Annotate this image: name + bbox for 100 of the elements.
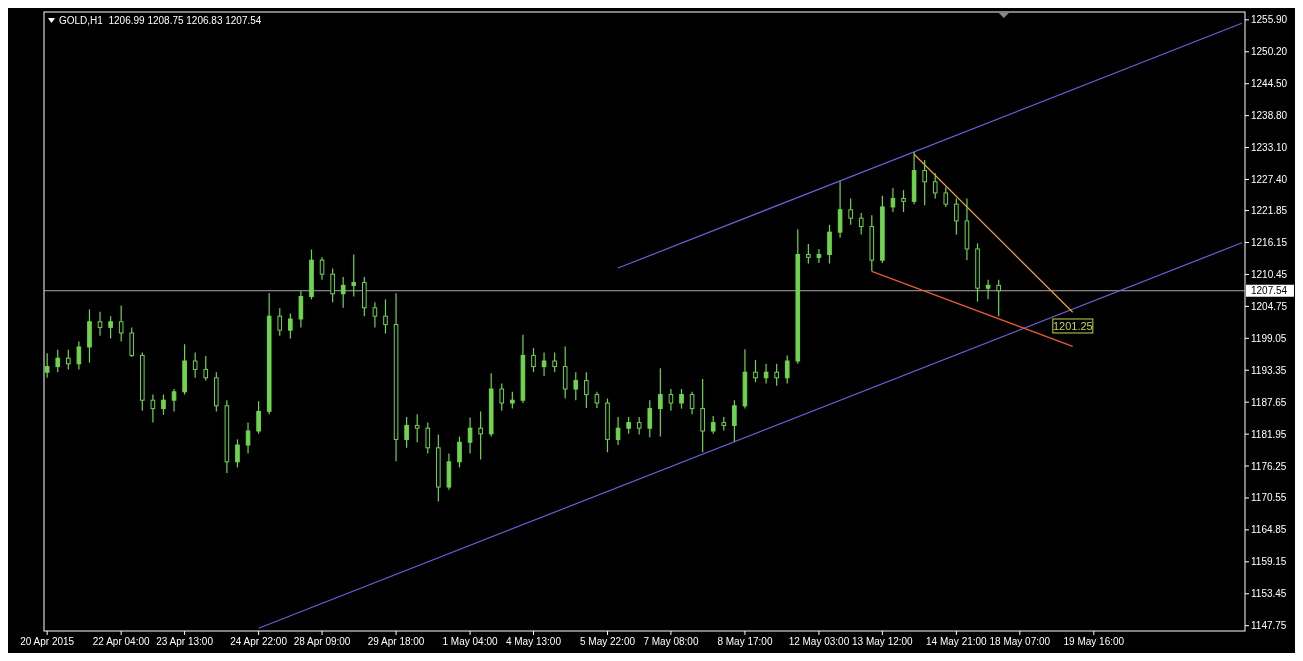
x-tick-label: 24 Apr 22:00 — [230, 636, 288, 647]
candlestick — [404, 416, 409, 449]
candlestick — [985, 279, 991, 300]
candlestick — [922, 159, 927, 206]
candlestick — [954, 197, 959, 235]
candlestick — [108, 315, 113, 340]
candlestick — [467, 416, 473, 455]
y-tick-label: 1159.15 — [1251, 556, 1287, 568]
y-tick-label: 1193.35 — [1251, 364, 1287, 376]
candlestick — [97, 311, 103, 337]
x-tick-label: 12 May 03:00 — [788, 636, 850, 647]
ref-line-label: 1207.54 — [1251, 285, 1288, 297]
candlestick — [55, 349, 61, 373]
candlestick — [330, 267, 335, 303]
x-tick-label: 7 May 08:00 — [643, 636, 699, 647]
y-tick-label: 1255.90 — [1251, 14, 1288, 26]
candlestick — [689, 391, 695, 415]
x-tick-label: 20 Apr 2015 — [20, 636, 75, 647]
candlestick — [531, 347, 536, 373]
candlestick — [150, 394, 156, 424]
candlestick — [478, 410, 483, 461]
y-tick-label: 1216.15 — [1251, 237, 1288, 249]
candlestick — [732, 399, 737, 443]
y-tick-label: 1170.55 — [1251, 492, 1287, 504]
y-tick-label: 1176.25 — [1251, 460, 1287, 472]
candlestick — [235, 438, 240, 469]
candlestick — [372, 301, 378, 328]
candlestick — [256, 400, 261, 435]
y-tick-label: 1181.95 — [1251, 428, 1287, 440]
candlestick — [171, 388, 177, 413]
candlestick — [129, 326, 135, 358]
y-tick-label: 1221.85 — [1251, 205, 1288, 217]
x-tick-label: 14 May 21:00 — [926, 636, 988, 647]
candlestick — [901, 189, 906, 213]
candlestick — [816, 248, 822, 264]
candlestick — [774, 363, 779, 387]
candlestick — [288, 312, 293, 340]
candlestick — [848, 197, 853, 226]
y-tick-label: 1238.80 — [1251, 110, 1288, 122]
candlestick — [161, 394, 166, 416]
candlestick — [425, 422, 431, 455]
candlestick — [615, 416, 621, 446]
candlestick — [890, 187, 896, 213]
candlestick — [499, 382, 505, 412]
x-tick-label: 28 Apr 09:00 — [293, 636, 351, 647]
x-tick-label: 18 May 07:00 — [989, 636, 1051, 647]
candlestick — [943, 186, 949, 208]
candlestick — [457, 436, 462, 469]
candlestick — [806, 243, 811, 265]
candlestick — [647, 399, 653, 438]
y-tick-label: 1153.45 — [1251, 588, 1287, 600]
x-tick-label: 29 Apr 18:00 — [367, 636, 425, 647]
x-tick-label: 4 May 13:00 — [505, 636, 562, 647]
y-tick-label: 1227.40 — [1251, 173, 1288, 185]
candlestick — [837, 180, 843, 239]
candlestick — [414, 413, 420, 443]
chart-title: GOLD,H1 1206.99 1208.75 1206.83 1207.54 — [59, 15, 262, 26]
candlestick — [277, 307, 283, 337]
y-tick-label: 1250.20 — [1251, 46, 1288, 58]
x-tick-label: 13 May 12:00 — [852, 636, 914, 647]
candlestick — [298, 290, 304, 328]
candlestick — [827, 224, 832, 265]
x-tick-label: 23 Apr 13:00 — [156, 636, 214, 647]
candlestick — [552, 351, 557, 373]
candlestick — [753, 359, 758, 383]
candlestick — [763, 363, 769, 384]
candlestick — [383, 298, 388, 335]
y-tick-label: 1210.45 — [1251, 268, 1288, 280]
candlestick — [118, 304, 124, 342]
candlestick — [351, 253, 357, 298]
x-tick-label: 19 May 16:00 — [1063, 636, 1125, 647]
y-tick-label: 1199.05 — [1251, 332, 1287, 344]
candlestick — [44, 352, 50, 379]
candlestick — [340, 276, 346, 309]
candlestick — [76, 340, 82, 370]
y-tick-label: 1164.85 — [1251, 524, 1287, 536]
candlestick — [541, 351, 547, 377]
candlestick — [192, 351, 198, 379]
candlestick — [658, 367, 663, 438]
candlestick — [679, 388, 684, 410]
candlestick — [584, 371, 589, 409]
candlestick — [245, 422, 251, 455]
x-tick-label: 1 May 04:00 — [442, 636, 499, 647]
candlestick — [203, 355, 209, 382]
x-tick-label: 22 Apr 04:00 — [92, 636, 150, 647]
x-tick-label: 8 May 17:00 — [717, 636, 773, 647]
candlestick — [784, 354, 790, 384]
y-tick-label: 1204.75 — [1251, 300, 1288, 312]
y-tick-label: 1244.50 — [1251, 78, 1288, 90]
candlestick — [858, 212, 864, 235]
candlestick — [562, 345, 568, 400]
x-tick-label: 5 May 22:00 — [579, 636, 636, 647]
candlestick — [668, 388, 674, 412]
candlestick — [66, 349, 71, 370]
y-tick-label: 1187.65 — [1251, 396, 1287, 408]
candlestick — [700, 378, 705, 453]
candlestick — [573, 371, 579, 401]
y-tick-label: 1147.75 — [1251, 620, 1287, 632]
candlestick — [996, 279, 1001, 317]
candlestick — [932, 172, 938, 200]
